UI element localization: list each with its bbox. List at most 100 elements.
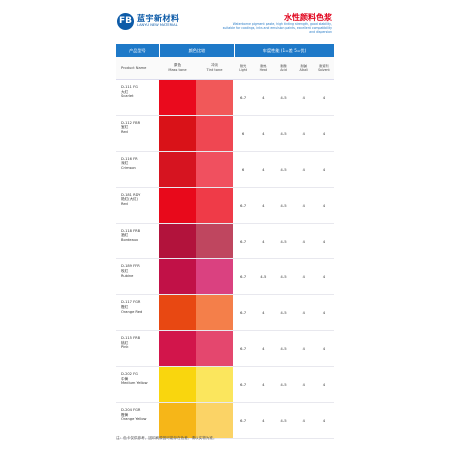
product-en: Scarlet [121, 94, 134, 99]
product-code: D-189 FFR [121, 264, 140, 269]
product-cn: 中黄 [121, 376, 129, 381]
tint-tone-swatch [196, 295, 233, 331]
company-logo: FB [117, 13, 134, 30]
product-cn: 玫红 [121, 269, 129, 274]
fastness-value: 4 [302, 310, 305, 316]
fastness-values: 6 4 4-5 4 4 [233, 152, 334, 187]
fastness-value: 6-7 [240, 310, 247, 316]
fastness-value: 6-7 [240, 274, 247, 280]
fastness-value: 4 [322, 166, 326, 172]
product-cell: D-181 RDY 艳红(大红) Red [116, 188, 159, 223]
sub-header-fastness-0: 耐光 Light [239, 63, 247, 72]
fastness-value: 4-5 [280, 310, 287, 316]
mass-tone-swatch [159, 115, 196, 151]
fastness-value: 4 [302, 202, 305, 208]
product-cell: D-202 FG 中黄 Medium Yellow [116, 367, 159, 402]
table-row: D-118 FRB 酒红 Bordeaux 6-7 4 4-5 4 4 [116, 223, 334, 260]
fastness-value: 4 [262, 166, 265, 172]
mass-tone-swatch [159, 223, 196, 259]
product-en: Rubine [121, 273, 134, 278]
fastness-value: 4 [322, 130, 326, 136]
fastness-value: 4-5 [280, 382, 287, 388]
fastness-value: 4 [262, 94, 265, 100]
fastness-value: 4 [302, 238, 305, 244]
fastness-value: 4 [322, 274, 326, 280]
tint-tone-swatch [196, 187, 233, 223]
product-en: Orange Yellow [121, 417, 147, 422]
fastness-value: 4 [262, 238, 265, 244]
product-cell: D-115 FRB 桃红 Pink [116, 331, 159, 366]
product-cell: D-116 FR 深红 Crimson [116, 152, 159, 187]
mass-tone-swatch [159, 367, 196, 403]
fastness-value: 4-5 [280, 238, 287, 244]
tint-tone-swatch [196, 367, 233, 403]
fastness-value: 6-7 [240, 346, 247, 352]
sheet-title: 水性颜料色浆 [284, 13, 332, 22]
sub-header-color: 原色 Mass tone 冲淡 Tint tone [159, 57, 233, 79]
fastness-value: 6 [241, 166, 245, 172]
color-sheet: FB 蓝宇新材料 LANYU NEW MATERIAL 水性颜料色浆 Water… [116, 10, 334, 440]
fastness-value: 4-5 [280, 202, 287, 208]
sub-header-product: Product Name [121, 66, 147, 70]
table-row: D-181 RDY 艳红(大红) Red 6-7 4 4-5 4 4 [116, 187, 334, 224]
product-cn: 酒红 [121, 233, 129, 238]
product-code: D-112 FBR [121, 120, 141, 125]
fastness-value: 4 [262, 346, 265, 352]
fastness-value: 4-5 [280, 274, 287, 280]
fastness-value: 4-5 [260, 274, 267, 280]
product-en: Red [121, 201, 128, 206]
footer-note: 注：色卡仅供参考，因印刷原因可能存在色差，请以实物为准。 [116, 436, 217, 440]
fastness-values: 6-7 4 4-5 4 4 [233, 224, 334, 259]
fastness-value: 4 [322, 382, 326, 388]
tint-tone-swatch [196, 151, 233, 187]
fastness-value: 6-7 [240, 202, 247, 208]
fastness-value: 6-7 [240, 94, 247, 100]
product-cn: 橙黄 [121, 412, 129, 417]
product-cn: 艳红(大红) [121, 197, 139, 202]
product-code: D-181 RDY [121, 192, 141, 197]
product-cell: D-189 FFR 玫红 Rubine [116, 259, 159, 294]
fastness-value: 4 [302, 94, 305, 100]
fastness-value: 4 [322, 417, 326, 423]
tint-tone-swatch [196, 259, 233, 295]
product-en: Orange Red [121, 309, 143, 314]
sheet-header: FB 蓝宇新材料 LANYU NEW MATERIAL 水性颜料色浆 Water… [116, 10, 334, 44]
fastness-value: 4 [322, 94, 326, 100]
fastness-values: 6-7 4 4-5 4 4 [233, 367, 334, 402]
fastness-values: 6-7 4 4-5 4 4 [233, 295, 334, 330]
product-code: D-202 FG [121, 372, 138, 377]
table-row: D-117 FGR 橙红 Orange Red 6-7 4 4-5 4 4 [116, 295, 334, 332]
product-en: Medium Yellow [121, 381, 148, 386]
mass-tone-swatch [159, 259, 196, 295]
fastness-value: 4-5 [280, 166, 287, 172]
product-en: Bordeaux [121, 237, 139, 242]
tint-tone-swatch [196, 331, 233, 367]
fastness-value: 4 [322, 238, 326, 244]
fastness-values: 6-7 4 4-5 4 4 [233, 331, 334, 366]
tint-tone-swatch [196, 223, 233, 259]
mass-tone-swatch [159, 295, 196, 331]
column-header-color: 颜色比较 [159, 44, 235, 57]
product-cn: 桃红 [121, 340, 129, 345]
fastness-value: 4 [322, 202, 326, 208]
product-cn: 宝红 [121, 125, 129, 130]
fastness-value: 4 [302, 346, 305, 352]
brand-english: LANYU NEW MATERIAL [137, 23, 178, 27]
sub-header-mass-tone: 原色 Mass tone [168, 63, 187, 72]
fastness-value: 4 [322, 346, 326, 352]
sub-header-fastness-1: 耐热 Heat [259, 63, 267, 72]
fastness-value: 4 [262, 417, 265, 423]
fastness-value: 4 [302, 382, 305, 388]
product-cn: 大红 [121, 89, 129, 94]
fastness-values: 6-7 4 4-5 4 4 [233, 80, 334, 115]
sub-header-fastness-3: 耐碱 Alkali [299, 63, 308, 72]
product-cell: D-118 FRB 酒红 Bordeaux [116, 224, 159, 259]
sub-header-fastness: 耐光 Light 耐热 Heat 耐酸 Acid 耐碱 Alkali 耐溶剂 Solvent [233, 57, 334, 79]
mass-tone-swatch [159, 187, 196, 223]
product-en: Red [121, 130, 128, 135]
product-code: D-117 FGR [121, 300, 141, 305]
sub-header-fastness-2: 耐酸 Acid [280, 63, 287, 72]
brand-name: 蓝宇新材料 [137, 14, 180, 23]
fastness-value: 6-7 [240, 382, 247, 388]
fastness-value: 4 [302, 166, 305, 172]
